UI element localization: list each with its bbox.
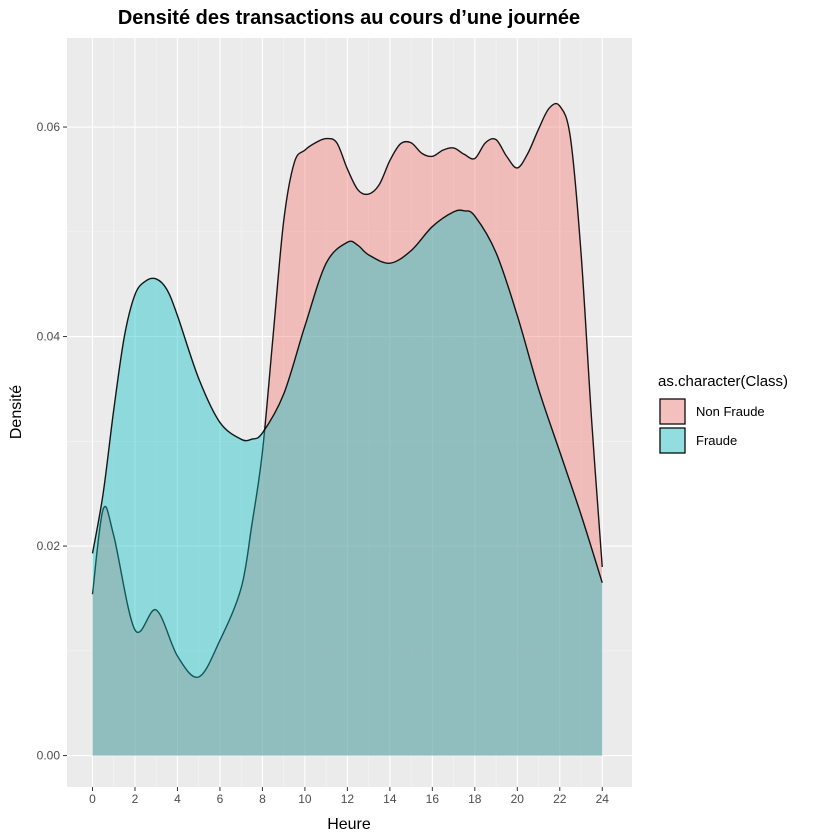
density-line-non-fraude <box>91 102 603 679</box>
x-tick-label: 10 <box>298 792 312 806</box>
y-tick-label: 0.02 <box>37 539 61 553</box>
x-tick-label: 14 <box>383 792 397 806</box>
x-tick-label: 6 <box>217 792 224 806</box>
plot-panel <box>67 38 632 787</box>
y-tick-label: 0.06 <box>37 120 61 134</box>
chart-title: Densité des transactions au cours d’une … <box>118 7 580 29</box>
x-tick-label: 22 <box>553 792 567 806</box>
legend-key-fraude <box>659 427 686 454</box>
x-tick-label: 4 <box>174 792 181 806</box>
y-tick-label: 0.00 <box>37 749 61 763</box>
density-areas <box>91 102 603 756</box>
x-tick-label: 2 <box>132 792 139 806</box>
x-tick-label: 12 <box>341 792 355 806</box>
legend: as.character(Class) Non Fraude Fraude <box>658 373 788 454</box>
axes: 0 2 4 6 8 10 12 14 16 18 20 22 240.000.020.040.06 <box>37 120 610 806</box>
legend-title: as.character(Class) <box>658 373 788 390</box>
grid-lines <box>67 38 632 787</box>
legend-key-bg-non-fraude <box>659 398 686 425</box>
y-axis-title: Densité <box>8 385 25 439</box>
density-area-fraude <box>92 210 603 756</box>
legend-label-fraude: Fraude <box>696 433 737 448</box>
legend-label-non-fraude: Non Fraude <box>696 404 765 419</box>
x-tick-label: 20 <box>511 792 525 806</box>
x-tick-label: 0 <box>89 792 96 806</box>
x-axis-title: Heure <box>327 816 371 833</box>
density-area-non-fraude <box>92 103 603 756</box>
legend-key-non-fraude <box>659 398 686 425</box>
x-tick-label: 18 <box>468 792 482 806</box>
x-tick-label: 8 <box>259 792 266 806</box>
density-line-fraude <box>91 209 603 583</box>
y-tick-label: 0.04 <box>37 330 61 344</box>
x-tick-label: 24 <box>596 792 610 806</box>
x-tick-label: 16 <box>426 792 440 806</box>
legend-key-bg-fraude <box>659 427 686 454</box>
